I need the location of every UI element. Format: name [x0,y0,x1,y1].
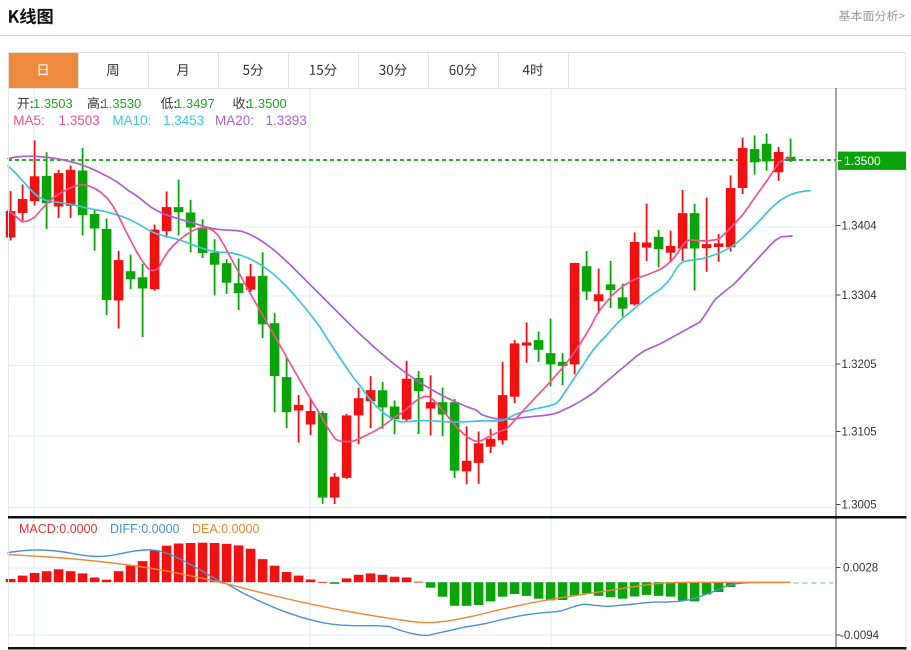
svg-text:1.3205: 1.3205 [842,359,877,371]
svg-text:0.0028: 0.0028 [843,562,878,574]
svg-text:MA5:: MA5: [13,113,45,128]
svg-text:1.3105: 1.3105 [842,427,877,439]
svg-text:MA10:: MA10: [112,113,151,128]
svg-text:1.3503: 1.3503 [59,113,100,128]
svg-text:1.3500: 1.3500 [247,96,287,111]
svg-text:1.3503: 1.3503 [33,96,73,111]
svg-text:1.3393: 1.3393 [266,113,307,128]
svg-text:1.3404: 1.3404 [842,221,878,233]
svg-text:DIFF:0.0000: DIFF:0.0000 [110,522,180,536]
svg-text:1.3530: 1.3530 [102,96,142,111]
svg-text:1.3497: 1.3497 [175,96,215,111]
svg-text:1.3005: 1.3005 [842,500,877,512]
svg-text:1.3304: 1.3304 [842,290,878,302]
svg-text:DEA:0.0000: DEA:0.0000 [192,522,259,536]
svg-text:MA20:: MA20: [215,113,254,128]
svg-text:-0.0094: -0.0094 [840,630,880,642]
svg-text:1.3500: 1.3500 [844,154,881,168]
svg-text:1.3453: 1.3453 [163,113,204,128]
svg-text:MACD:0.0000: MACD:0.0000 [19,522,98,536]
